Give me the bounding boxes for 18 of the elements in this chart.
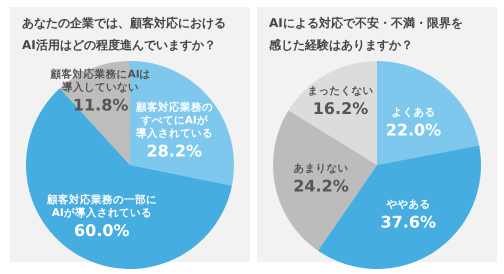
data-label: 28.2% [146, 141, 202, 160]
pie-slice [377, 61, 480, 165]
slice-label: あまりない [294, 162, 349, 174]
slice-label: 顧客対応業務にAIは導入していない [50, 67, 151, 94]
data-label: 22.0% [386, 120, 442, 140]
slice-label: 顧客対応業務のすべてにAIが導入されている [134, 100, 213, 140]
data-label: 37.6% [380, 212, 436, 232]
chart-title: AIによる対応で不安・不満・限界を感じた経験はありますか？ [268, 16, 463, 52]
data-label: 16.2% [312, 99, 368, 118]
slice-label: まったくない [308, 85, 374, 98]
data-label: 60.0% [74, 220, 130, 240]
data-label: 24.2% [293, 176, 349, 196]
slice-label: よくある [391, 106, 436, 118]
chart-title: あなたの企業では、顧客対応におけるAI活用はどの程度進んでいますか？ [22, 16, 226, 52]
slice-label: ややある [385, 198, 430, 210]
data-label: 11.8% [72, 95, 128, 114]
pie-slice [288, 61, 377, 165]
slice-label: 顧客対応業務の一部にAIが導入されている [46, 192, 157, 219]
